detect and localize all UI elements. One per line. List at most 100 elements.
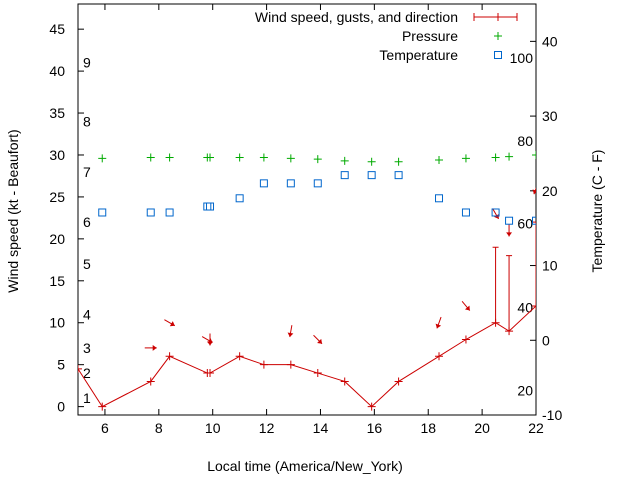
pressure-point [367, 157, 376, 166]
temperature-point [435, 194, 444, 203]
wind-direction-arrow [313, 334, 323, 345]
temperature-point [532, 216, 536, 225]
temperature-point [461, 208, 470, 217]
wind-speed-point [165, 352, 174, 361]
beaufort-label: 4 [83, 306, 91, 322]
beaufort-label: 3 [83, 340, 91, 356]
axes-layer: 6 8 10 12 14 16 18 20 22051015202530354045-10010… [49, 3, 562, 436]
y-left-tick-label: 40 [49, 63, 65, 79]
pressure-point [286, 154, 295, 163]
wind-direction-arrow [287, 325, 294, 338]
temperature-point [98, 208, 107, 217]
fahrenheit-label: 80 [517, 133, 533, 149]
beaufort-label: 5 [83, 256, 91, 272]
wind-speed-point [259, 360, 268, 369]
pressure-point [394, 157, 403, 166]
temperature-point [340, 171, 349, 180]
y-left-tick-label: 0 [57, 399, 65, 415]
x-tick-label: 8 [155, 420, 163, 436]
y-axis-right-label: Temperature (C - F) [589, 150, 605, 273]
legend-swatch-temperature [494, 51, 502, 59]
beaufort-label: 2 [83, 365, 91, 381]
wind-speed-point [461, 335, 470, 344]
y-left-tick-label: 35 [49, 105, 65, 121]
temperature-point [505, 216, 514, 225]
wind-direction-arrow [532, 187, 536, 195]
legend-label-pressure: Pressure [402, 28, 458, 44]
wind-speed-point [394, 377, 403, 386]
wind-speed-point [146, 377, 155, 386]
pressure-point [340, 156, 349, 165]
y-right-tick-label: 0 [542, 332, 550, 348]
beaufort-label: 6 [83, 214, 91, 230]
y-left-tick-label: 15 [49, 273, 65, 289]
x-tick-label: 20 [474, 420, 490, 436]
x-axis-label: Local time (America/New_York) [207, 458, 403, 474]
y-left-tick-label: 20 [49, 231, 65, 247]
pressure-point [235, 153, 244, 162]
y-left-tick-label: 5 [57, 357, 65, 373]
temperature-point [146, 208, 155, 217]
temperature-point [235, 194, 244, 203]
pressure-point [435, 156, 444, 165]
beaufort-label: 1 [83, 390, 91, 406]
x-tick-label: 14 [313, 420, 329, 436]
wind-speed-point [286, 360, 295, 369]
y-right-tick-label: 40 [542, 33, 558, 49]
wind-speed-point [98, 402, 107, 411]
pressure-point [259, 153, 268, 162]
wind-speed-point [235, 352, 244, 361]
pressure-point [146, 153, 155, 162]
temperature-point [286, 179, 295, 188]
pressure-point [98, 154, 107, 163]
y-left-tick-label: 30 [49, 147, 65, 163]
y-axis-left-label: Wind speed (kt - Beaufort) [5, 129, 21, 292]
x-tick-label: 22 [528, 420, 544, 436]
pressure-point [206, 153, 215, 162]
legend-label-wind: Wind speed, gusts, and direction [255, 9, 458, 25]
temperature-point [394, 171, 403, 180]
wind-direction-arrow [492, 208, 500, 220]
x-tick-label: 12 [259, 420, 275, 436]
temperature-point [206, 202, 215, 211]
beaufort-label: 8 [83, 113, 91, 129]
wind-direction-arrow [207, 333, 213, 346]
temperature-point [259, 179, 268, 188]
temperature-point [367, 171, 376, 180]
temperature-point [491, 208, 500, 217]
wind-speed-point [78, 364, 82, 373]
wind-speed-point [313, 369, 322, 378]
y-right-tick-label: -10 [542, 407, 562, 423]
y-right-tick-label: 20 [542, 183, 558, 199]
plot-area [78, 150, 536, 411]
temperature-point [203, 202, 212, 211]
temperature-point [165, 208, 174, 217]
x-tick-label: 16 [367, 420, 383, 436]
y-right-tick-label: 30 [542, 108, 558, 124]
fahrenheit-label: 60 [517, 216, 533, 232]
beaufort-label: 9 [83, 55, 91, 71]
data-layer [78, 150, 536, 411]
wind-direction-arrow [435, 316, 442, 329]
pressure-point [313, 155, 322, 164]
pressure-point [461, 154, 470, 163]
wind-direction-arrow [461, 301, 471, 311]
fahrenheit-label: 20 [517, 382, 533, 398]
temperature-point [313, 179, 322, 188]
legend: Wind speed, gusts, and direction Pressure… [255, 9, 518, 63]
wind-speed-line [78, 305, 536, 408]
pressure-point [165, 153, 174, 162]
legend-label-temperature: Temperature [379, 47, 458, 63]
y-left-tick-label: 25 [49, 189, 65, 205]
wind-speed-point [435, 352, 444, 361]
pressure-point [532, 150, 536, 159]
y-right-tick-label: 10 [542, 258, 558, 274]
wind-speed-point [206, 369, 215, 378]
wind-direction-arrow [506, 224, 512, 237]
y-left-tick-label: 45 [49, 21, 65, 37]
y-left-tick-label: 10 [49, 315, 65, 331]
wind-direction-arrow [144, 344, 157, 351]
wind-speed-point [532, 301, 536, 310]
legend-swatch-pressure [494, 32, 502, 40]
